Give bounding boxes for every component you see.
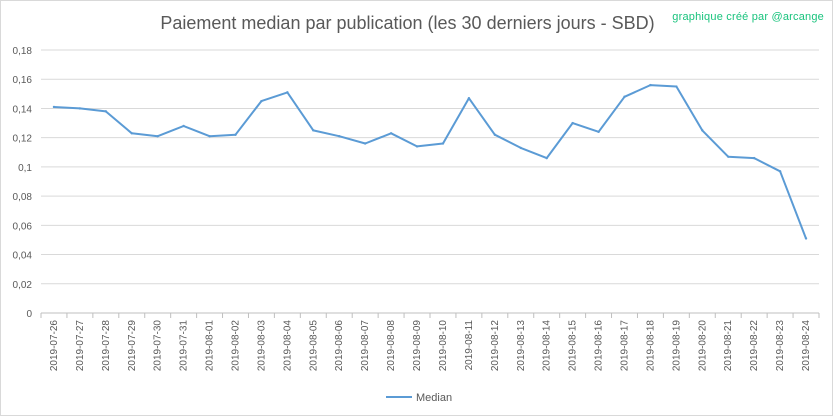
data-point <box>78 107 82 110</box>
data-point <box>182 124 185 128</box>
x-tick-label: 2019-08-24 <box>801 320 812 372</box>
data-point <box>727 155 730 158</box>
x-tick-label: 2019-08-17 <box>620 320 631 372</box>
x-tick-label: 2019-08-21 <box>723 320 734 372</box>
data-point <box>363 142 367 145</box>
x-tick-label: 2019-08-03 <box>256 320 267 372</box>
data-point <box>597 130 600 134</box>
x-tick-label: 2019-07-26 <box>49 320 60 372</box>
data-point <box>389 132 393 135</box>
x-tick-label: 2019-08-12 <box>490 320 501 372</box>
y-tick-label: 0,14 <box>13 104 33 115</box>
y-tick-label: 0,08 <box>13 192 33 203</box>
data-point <box>312 129 315 132</box>
data-point <box>571 121 574 125</box>
x-tick-label: 2019-07-30 <box>153 320 164 372</box>
x-tick-label: 2019-08-01 <box>205 320 216 372</box>
data-point <box>519 146 522 150</box>
data-point <box>130 132 133 135</box>
y-tick-label: 0,1 <box>18 163 32 174</box>
x-tick-label: 2019-08-08 <box>386 320 397 372</box>
series-line-median <box>53 84 807 239</box>
data-point <box>52 105 56 109</box>
data-point <box>156 135 159 138</box>
data-point <box>675 85 678 88</box>
x-tick-label: 2019-08-10 <box>438 320 449 372</box>
x-tick-label: 2019-08-18 <box>645 320 656 372</box>
data-point <box>260 99 263 103</box>
x-tick-label: 2019-08-11 <box>464 320 475 371</box>
data-point <box>338 135 341 138</box>
y-tick-label: 0,12 <box>13 134 33 145</box>
data-point <box>493 133 497 136</box>
data-point <box>778 170 782 173</box>
x-tick-label: 2019-08-02 <box>231 320 242 372</box>
data-point <box>208 135 211 138</box>
x-tick-label: 2019-08-09 <box>412 320 423 372</box>
x-tick-label: 2019-08-19 <box>671 320 682 372</box>
y-tick-label: 0,06 <box>13 221 33 232</box>
x-tick-label: 2019-08-07 <box>360 320 371 372</box>
x-tick-label: 2019-08-22 <box>749 320 760 372</box>
x-tick-label: 2019-08-20 <box>697 320 708 372</box>
x-tick-label: 2019-08-13 <box>516 320 527 372</box>
y-tick-label: 0,04 <box>13 251 33 262</box>
x-tick-label: 2019-07-28 <box>101 320 112 372</box>
data-point <box>234 133 237 136</box>
y-tick-label: 0,02 <box>13 280 33 291</box>
chart-title: Paiement median par publication (les 30 … <box>160 13 655 33</box>
data-point <box>104 110 108 113</box>
data-point <box>752 156 756 160</box>
x-tick-label: 2019-08-16 <box>594 320 605 372</box>
data-point <box>441 142 445 145</box>
data-point <box>623 95 626 98</box>
y-tick-label: 0 <box>26 309 32 320</box>
data-point <box>545 156 548 160</box>
credit-text: graphique créé par @arcange <box>672 11 824 23</box>
x-tick-label: 2019-08-14 <box>542 320 553 372</box>
y-tick-label: 0,18 <box>13 46 33 57</box>
data-point <box>467 97 471 100</box>
x-tick-label: 2019-08-05 <box>308 320 319 372</box>
data-point <box>415 145 419 148</box>
data-point <box>286 91 289 94</box>
data-point <box>701 129 704 132</box>
data-point <box>804 237 808 240</box>
x-tick-label: 2019-07-29 <box>127 320 138 372</box>
x-tick-label: 2019-07-27 <box>75 320 86 372</box>
x-tick-label: 2019-08-04 <box>282 320 293 372</box>
x-tick-label: 2019-08-23 <box>775 320 786 372</box>
legend-label: Median <box>416 392 452 404</box>
x-tick-label: 2019-08-15 <box>568 320 579 372</box>
data-point <box>649 83 652 87</box>
y-tick-label: 0,16 <box>13 75 33 86</box>
x-tick-label: 2019-08-06 <box>334 320 345 372</box>
x-tick-label: 2019-07-31 <box>179 320 190 372</box>
